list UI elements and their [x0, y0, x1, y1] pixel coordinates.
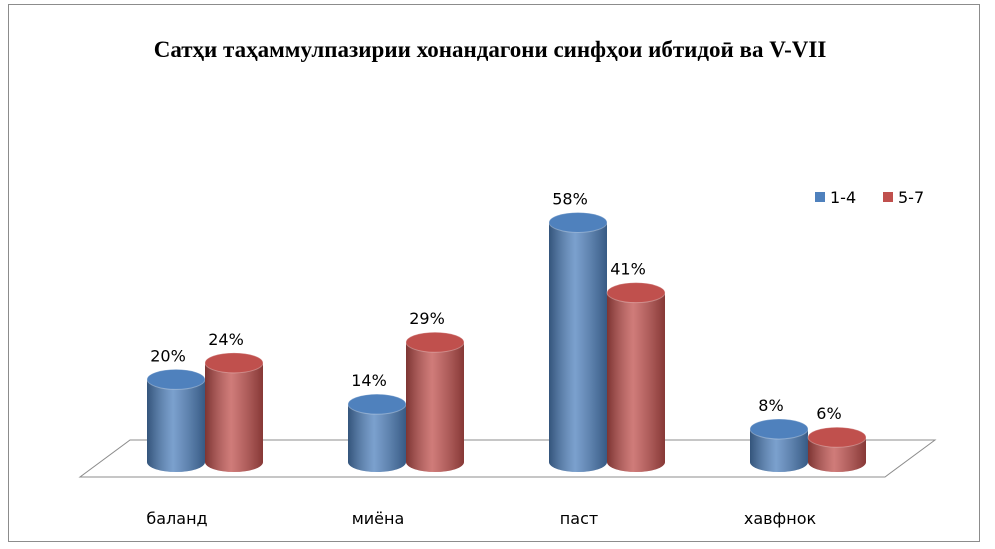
- data-label: 14%: [351, 371, 387, 390]
- legend-label: 5-7: [898, 188, 924, 207]
- chart-frame: [8, 4, 980, 542]
- bar-top: [606, 282, 666, 304]
- legend-label: 1-4: [830, 188, 856, 207]
- legend-swatch: [883, 192, 893, 202]
- bar-top: [204, 352, 264, 374]
- x-tick-label: паст: [560, 509, 598, 528]
- data-label: 6%: [816, 404, 841, 423]
- bar-shade: [406, 342, 464, 472]
- floor: [78, 439, 937, 478]
- legend-swatch: [815, 192, 825, 202]
- data-label: 20%: [150, 346, 186, 365]
- bar-shade: [750, 428, 808, 472]
- bar-top: [548, 211, 608, 233]
- x-tick-label: миёна: [352, 509, 405, 528]
- bar-top: [749, 418, 809, 440]
- data-label: 41%: [610, 260, 646, 279]
- data-label: 8%: [758, 396, 783, 415]
- bar-shade: [348, 404, 406, 472]
- data-label: 58%: [552, 189, 588, 208]
- bar-top: [347, 393, 407, 415]
- bar-shade: [205, 362, 263, 472]
- bar-shade: [147, 379, 205, 472]
- x-tick-label: баланд: [146, 509, 207, 528]
- chart-title: Сатҳи таҳаммулпазирии хонандагони синфҳо…: [153, 37, 827, 62]
- data-label: 29%: [409, 309, 445, 328]
- bar-top: [807, 426, 867, 448]
- bar-shade: [549, 222, 607, 472]
- x-tick-label: хавфнок: [744, 509, 817, 528]
- bar-top: [405, 331, 465, 353]
- data-label: 24%: [208, 330, 244, 349]
- bar-shade: [607, 292, 665, 472]
- bar-top: [146, 368, 206, 390]
- bar-shade: [808, 437, 866, 472]
